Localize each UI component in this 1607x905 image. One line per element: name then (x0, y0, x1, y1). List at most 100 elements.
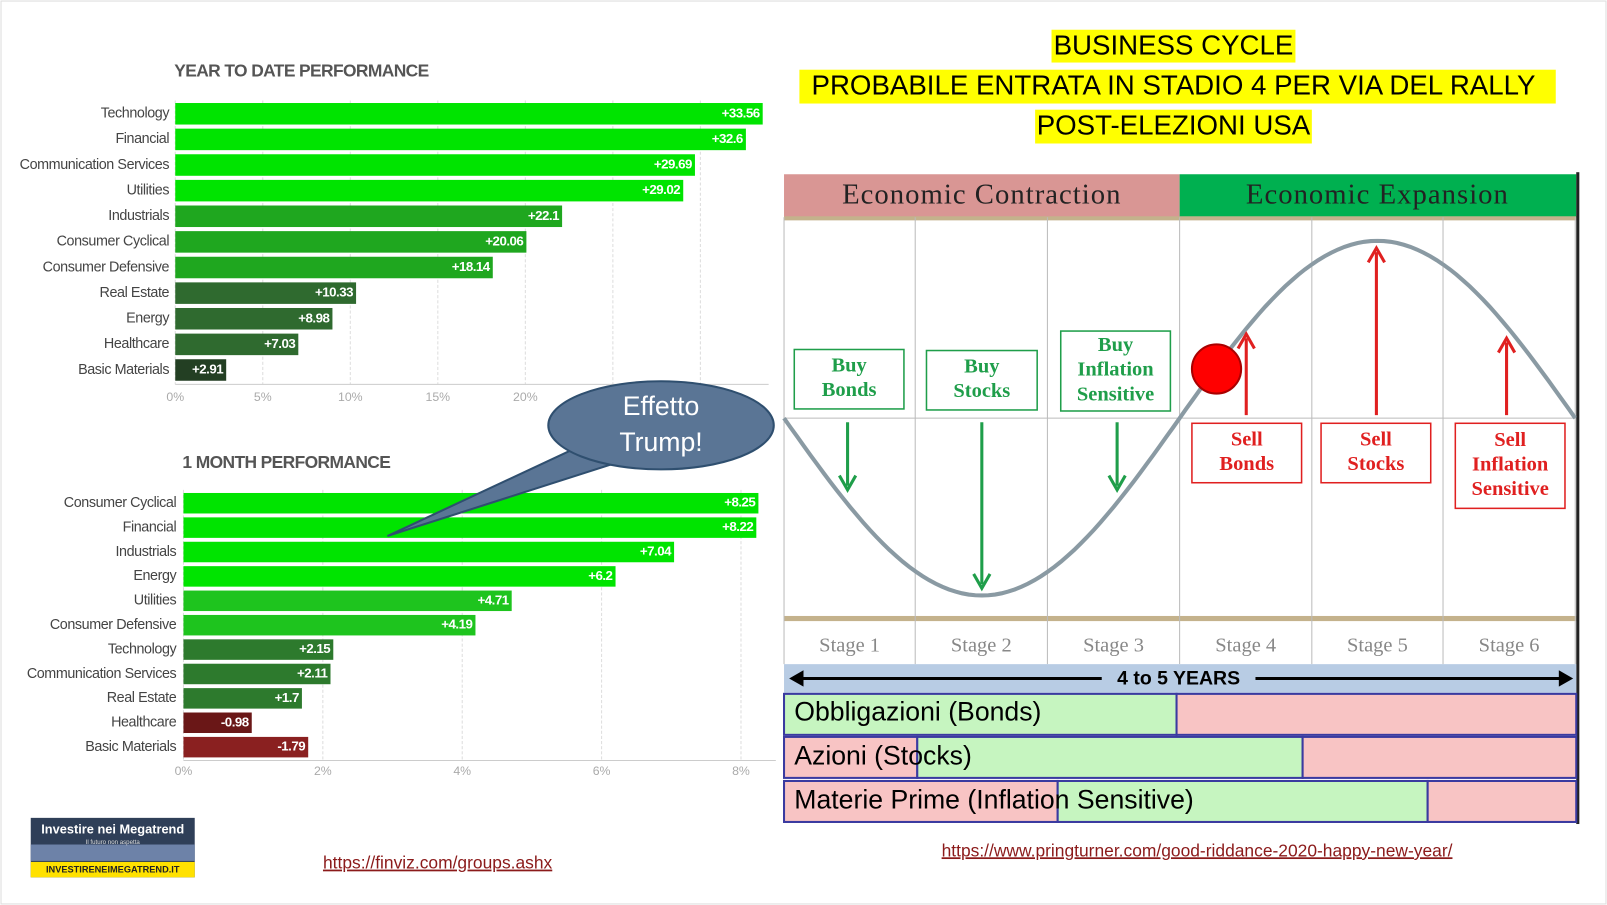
allocation-table (783, 692, 1578, 823)
value-label: +4.71 (477, 592, 509, 607)
sell-label: Sensitive (1471, 478, 1548, 500)
title-highlight (1051, 29, 1296, 63)
bar (175, 282, 357, 304)
sell-label: Bonds (1219, 453, 1274, 475)
bar (175, 333, 299, 356)
callout-text: Effetto (623, 391, 699, 421)
x-tick-label: 0% (166, 390, 184, 404)
sell-box (1454, 422, 1566, 510)
x-tick-label: 6% (593, 764, 611, 778)
logo-name: Investire nei Megatrend (41, 822, 184, 837)
category-label: Industrials (115, 544, 176, 560)
alloc-red (1175, 692, 1578, 736)
bar (183, 614, 476, 636)
arrow-head (1236, 331, 1256, 350)
source-link[interactable]: https://finviz.com/groups.ashx (323, 853, 553, 873)
category-label: Energy (126, 311, 170, 327)
value-label: +4.19 (441, 617, 472, 632)
sell-label: Inflation (1472, 454, 1549, 476)
category-label: Utilities (127, 182, 170, 198)
alloc-label: Obbligazioni (Bonds) (794, 696, 1041, 726)
category-label: Consumer Defensive (50, 617, 177, 633)
bar (183, 663, 331, 685)
bar (175, 179, 684, 202)
value-label: +2.15 (299, 641, 331, 656)
category-label: Basic Materials (85, 739, 176, 755)
value-label: +33.56 (722, 105, 760, 120)
category-label: Healthcare (104, 336, 170, 352)
bar (175, 205, 563, 228)
arrow-head (1366, 244, 1386, 264)
cycle-curve (782, 238, 1577, 598)
bar (175, 307, 333, 330)
category-label: Technology (108, 641, 178, 657)
title-highlight (799, 69, 1556, 104)
bar (183, 566, 616, 587)
buy-label: Buy (1098, 334, 1134, 356)
value-label: +7.04 (640, 544, 672, 559)
business-cycle-diagram: Economic Contraction Economic Expansion … (782, 172, 1580, 825)
category-label: Technology (101, 106, 171, 122)
stage-label: Stage 3 (1083, 634, 1144, 656)
x-tick-label: 5% (254, 390, 272, 404)
alloc-label: Materie Prime (Inflation Sensitive) (794, 785, 1194, 815)
alloc-label: Azioni (Stocks) (794, 740, 972, 770)
value-label: +2.91 (192, 362, 224, 377)
buy-label: Bonds (822, 379, 877, 401)
stage-label: Stage 2 (951, 634, 1012, 656)
stage-label: Stage 6 (1479, 634, 1540, 656)
sell-label: Sell (1231, 428, 1263, 450)
sell-label: Sell (1494, 429, 1526, 451)
logo-tagline: Il futuro non aspetta (86, 839, 141, 846)
sell-box (1320, 422, 1432, 484)
bar (183, 639, 334, 660)
alloc-red (783, 779, 1059, 823)
bar (175, 256, 493, 279)
value-label: -1.79 (277, 739, 305, 754)
sell-label: Sell (1360, 428, 1392, 450)
bar (175, 128, 746, 151)
bar (183, 590, 512, 612)
value-label: +8.22 (722, 519, 753, 534)
callout (547, 380, 775, 471)
value-label: +6.2 (588, 568, 612, 583)
category-label: Communication Services (20, 157, 170, 173)
category-label: Real Estate (100, 285, 170, 301)
bar (183, 712, 252, 734)
alloc-red (1301, 735, 1578, 779)
alloc-red (783, 735, 919, 779)
arrow-head (1107, 474, 1127, 494)
x-tick-label: 20% (513, 390, 538, 404)
x-tick-label: 15% (426, 390, 451, 404)
buy-label: Inflation (1077, 359, 1154, 381)
arrow-head (1497, 335, 1517, 354)
buy-label: Sensitive (1077, 383, 1154, 405)
category-label: Real Estate (107, 690, 177, 706)
value-label: +8.25 (724, 495, 756, 510)
value-label: +29.69 (654, 157, 692, 172)
category-label: Consumer Cyclical (64, 495, 177, 511)
buy-box (925, 349, 1038, 411)
value-label: +32.6 (712, 131, 743, 146)
value-label: +1.7 (275, 690, 299, 705)
value-label: +20.06 (485, 233, 523, 248)
diagram-edge (1576, 172, 1580, 825)
arrow-head (838, 474, 858, 494)
value-label: +2.11 (297, 665, 328, 680)
chart-title: YEAR TO DATE PERFORMANCE (174, 60, 428, 80)
category-label: Healthcare (111, 715, 177, 731)
category-label: Utilities (134, 593, 177, 609)
bar (183, 541, 675, 563)
x-tick-label: 10% (338, 390, 363, 404)
stage-label: Stage 5 (1347, 634, 1408, 656)
bar (183, 688, 302, 709)
contraction-band (784, 174, 1180, 218)
source-link[interactable]: https://www.pringturner.com/good-riddanc… (942, 840, 1453, 860)
title-line: BUSINESS CYCLE (1054, 29, 1294, 60)
category-label: Consumer Defensive (43, 259, 170, 275)
category-label: Financial (115, 131, 169, 147)
category-label: Energy (133, 568, 177, 584)
logo-strip (30, 861, 195, 878)
category-label: Communication Services (27, 666, 177, 682)
